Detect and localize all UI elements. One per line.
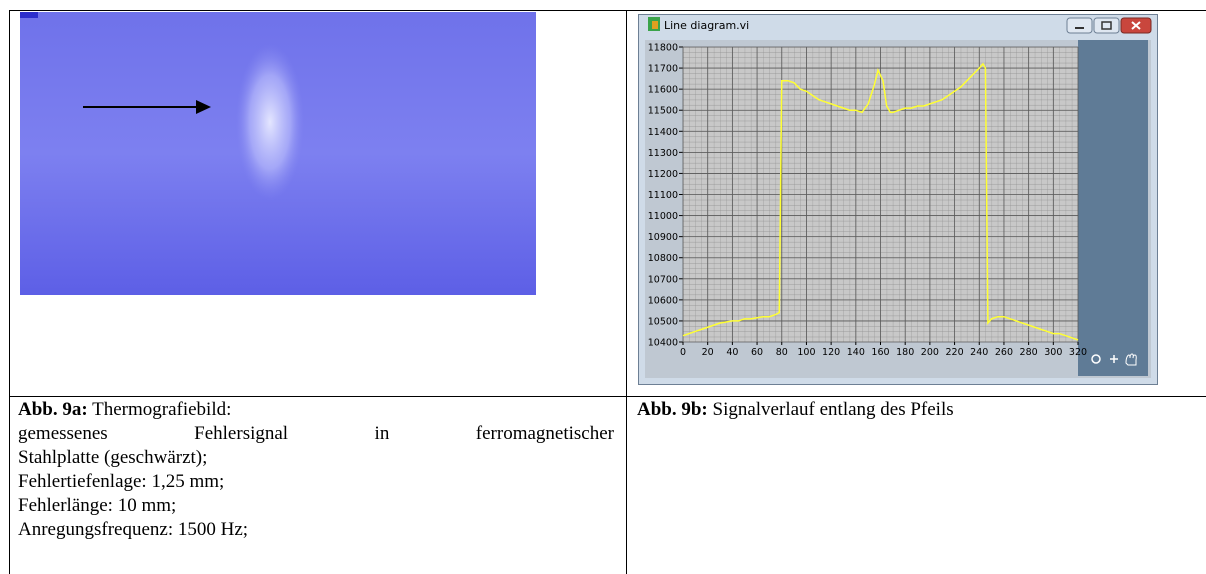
y-tick-label: 11300 [648, 148, 678, 159]
x-tick-label: 0 [680, 347, 686, 358]
minimize-button[interactable] [1067, 18, 1092, 33]
table-border [9, 396, 1206, 397]
x-tick-label: 20 [702, 347, 714, 358]
table-border [9, 10, 10, 574]
caption-line: gemessenes Fehlersignal in ferromagnetis… [18, 422, 614, 446]
x-tick-label: 80 [776, 347, 788, 358]
x-tick-label: 60 [751, 347, 763, 358]
y-tick-label: 11400 [648, 127, 678, 138]
caption-label: Abb. 9a: [18, 399, 88, 420]
y-tick-label: 10600 [648, 295, 678, 306]
caption-label: Abb. 9b: [637, 399, 708, 420]
y-tick-label: 10400 [648, 338, 678, 349]
labview-window: Line diagram.vi 10400 10500 10600 10700 1080… [638, 14, 1158, 385]
caption-line: Anregungsfrequenz: 1500 Hz; [18, 518, 614, 542]
x-tick-label: 140 [847, 347, 865, 358]
x-tick-label: 40 [726, 347, 738, 358]
y-tick-label: 11200 [648, 169, 678, 180]
y-tick-label: 11100 [648, 190, 678, 201]
caption-left: Abb. 9a: Thermografiebild:gemessenes Feh… [18, 398, 614, 542]
y-tick-label: 10500 [648, 316, 678, 327]
x-tick-label: 160 [871, 347, 889, 358]
caption-text: gemessenes Fehlersignal in ferromagnetis… [18, 423, 614, 444]
y-tick-label: 11600 [648, 85, 678, 96]
y-tick-label: 10700 [648, 274, 678, 285]
page: Line diagram.vi 10400 10500 10600 10700 1080… [0, 0, 1206, 574]
caption-line: Stahlplatte (geschwärzt); [18, 446, 614, 470]
caption-text: Fehlerlänge: 10 mm; [18, 495, 176, 516]
caption-line: Abb. 9b: Signalverlauf entlang des Pfeil… [637, 398, 1197, 422]
window-title: Line diagram.vi [664, 19, 749, 32]
y-tick-label: 11800 [648, 43, 678, 54]
x-tick-label: 120 [822, 347, 840, 358]
y-tick-label: 11000 [648, 211, 678, 222]
y-tick-label: 11500 [648, 106, 678, 117]
y-tick-label: 11700 [648, 64, 678, 75]
caption-text: Thermografiebild: [92, 399, 231, 420]
caption-line: Fehlerlänge: 10 mm; [18, 494, 614, 518]
caption-text: Anregungsfrequenz: 1500 Hz; [18, 519, 248, 540]
x-tick-label: 200 [921, 347, 939, 358]
caption-line: Fehlertiefenlage: 1,25 mm; [18, 470, 614, 494]
x-tick-label: 300 [1044, 347, 1062, 358]
caption-right: Abb. 9b: Signalverlauf entlang des Pfeil… [637, 398, 1197, 422]
maximize-button[interactable] [1094, 18, 1119, 33]
x-tick-label: 240 [970, 347, 988, 358]
x-tick-label: 260 [995, 347, 1013, 358]
y-tick-label: 10900 [648, 232, 678, 243]
caption-text: Signalverlauf entlang des Pfeils [713, 399, 954, 420]
x-tick-label: 220 [945, 347, 963, 358]
y-tick-label: 10800 [648, 253, 678, 264]
table-border [9, 10, 1206, 11]
x-tick-label: 100 [797, 347, 815, 358]
caption-line: Abb. 9a: Thermografiebild: [18, 398, 614, 422]
caption-text: Fehlertiefenlage: 1,25 mm; [18, 471, 224, 492]
caption-text: Stahlplatte (geschwärzt); [18, 447, 207, 468]
x-tick-label: 180 [896, 347, 914, 358]
x-tick-label: 280 [1020, 347, 1038, 358]
table-border [626, 10, 627, 574]
thermography-image [20, 12, 536, 295]
x-tick-label: 320 [1069, 347, 1087, 358]
